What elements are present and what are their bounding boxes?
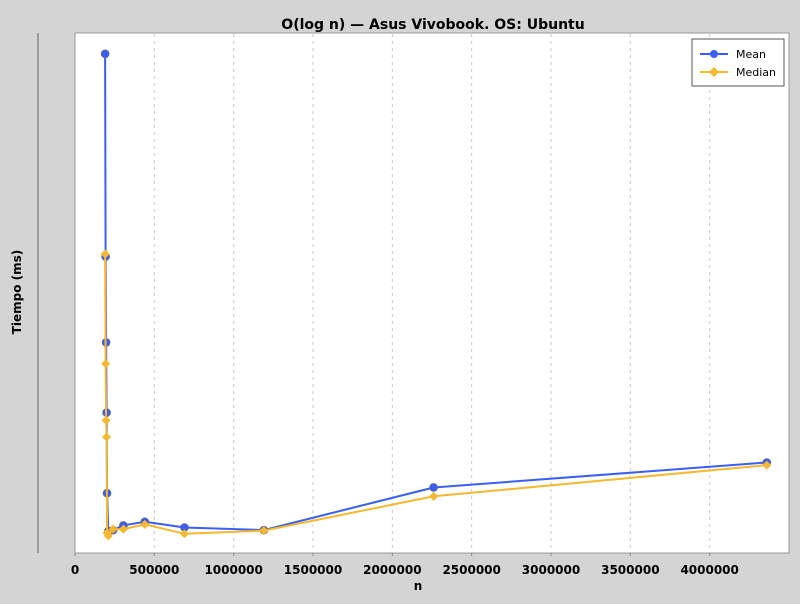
- median-point: [179, 529, 189, 539]
- x-axis-label: n: [414, 579, 423, 593]
- mean-point: [100, 49, 110, 59]
- y-axis-label: Tiempo (ms): [10, 250, 24, 335]
- series: [100, 49, 772, 541]
- plot-area: [74, 32, 790, 554]
- legend-median-marker: [709, 67, 719, 77]
- x-tick-label: 1500000: [284, 563, 342, 577]
- grid: [153, 34, 711, 552]
- legend: Mean Median: [691, 38, 785, 87]
- median-point: [429, 491, 439, 501]
- median-point: [108, 524, 118, 534]
- median-point: [762, 460, 772, 470]
- x-tick-label: 2500000: [442, 563, 500, 577]
- x-tick-label: 1000000: [204, 563, 262, 577]
- x-tick-label: 3500000: [601, 563, 659, 577]
- x-tick-label: 3000000: [522, 563, 580, 577]
- legend-mean-marker: [710, 50, 718, 58]
- legend-mean-label: Mean: [736, 48, 766, 61]
- chart-title: O(log n) — Asus Vivobook. OS: Ubuntu: [281, 17, 584, 33]
- mean-point: [429, 483, 438, 492]
- median-point: [118, 524, 128, 534]
- median-point: [140, 519, 150, 529]
- median-point: [101, 359, 111, 369]
- x-tick-label: 0: [71, 563, 79, 577]
- x-tick-label: 500000: [129, 563, 179, 577]
- median-point: [101, 415, 111, 425]
- x-tick-label: 2000000: [363, 563, 421, 577]
- median-point: [100, 249, 110, 259]
- legend-box: [691, 38, 785, 87]
- x-ticks: 0 500000 1000000 1500000 2000000 2500000 30000…: [71, 553, 739, 577]
- median-point: [259, 526, 269, 536]
- legend-median-label: Median: [736, 66, 776, 79]
- median-point: [103, 531, 113, 541]
- median-point: [102, 432, 112, 442]
- x-tick-label: 4000000: [680, 563, 738, 577]
